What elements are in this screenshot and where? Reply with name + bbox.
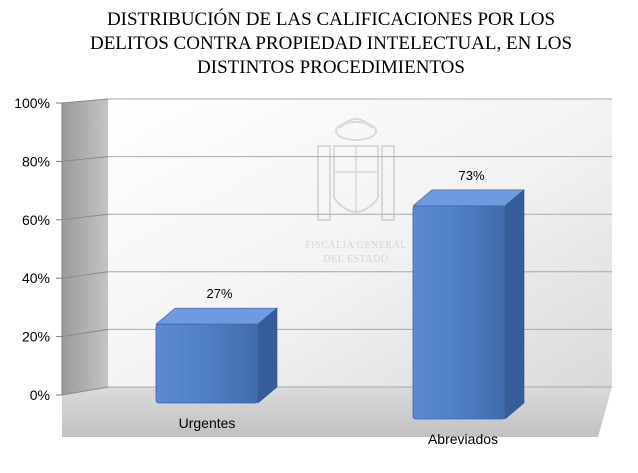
side-wall [62,99,108,395]
y-axis: 0% 20% 40% 60% 80% 100% [14,95,63,403]
y-tick-label: 20% [22,329,50,345]
bar-top [412,189,525,207]
bar-side [257,307,278,404]
bar-top [155,307,278,325]
chart-title-line: DISTRIBUCIÓN DE LAS CALIFICACIONES POR L… [107,8,555,30]
data-label: 73% [458,168,484,183]
x-category-label: Urgentes [179,415,236,431]
gridline-side [61,98,109,104]
bar-urgentes [155,307,278,404]
gridline-side [61,271,109,279]
labels: 27% Urgentes 73% Abreviados [179,168,498,447]
y-tick-label: 0% [30,387,50,403]
gridline-side [61,156,109,162]
gridline-side [61,386,109,396]
data-label: 27% [206,286,232,301]
y-tick-label: 40% [22,270,50,286]
y-tick-label: 100% [14,95,50,111]
plot-area [62,99,612,437]
floor [62,387,612,437]
chart-title-line: DELITOS CONTRA PROPIEDAD INTELECTUAL, EN… [90,33,572,54]
y-tick-label: 60% [22,212,50,228]
x-category-label: Abreviados [428,431,498,447]
bar-front [155,323,259,404]
watermark-line-2: DEL ESTADO [323,254,388,265]
watermark-line-1: FISCALÍA GENERAL [305,239,407,251]
gridline-side [61,213,109,221]
bars [155,189,525,420]
y-tick-label: 80% [22,153,50,169]
bar-abreviados [412,189,525,420]
chart-title-line: DISTINTOS PROCEDIMIENTOS [197,57,465,78]
gridline-side [61,328,109,338]
chart-title: DISTRIBUCIÓN DE LAS CALIFICACIONES POR L… [90,8,572,78]
bar-front [412,205,506,420]
watermark-seal-icon: FISCALÍA GENERAL DEL ESTADO [305,118,407,265]
bar-side [504,189,525,420]
